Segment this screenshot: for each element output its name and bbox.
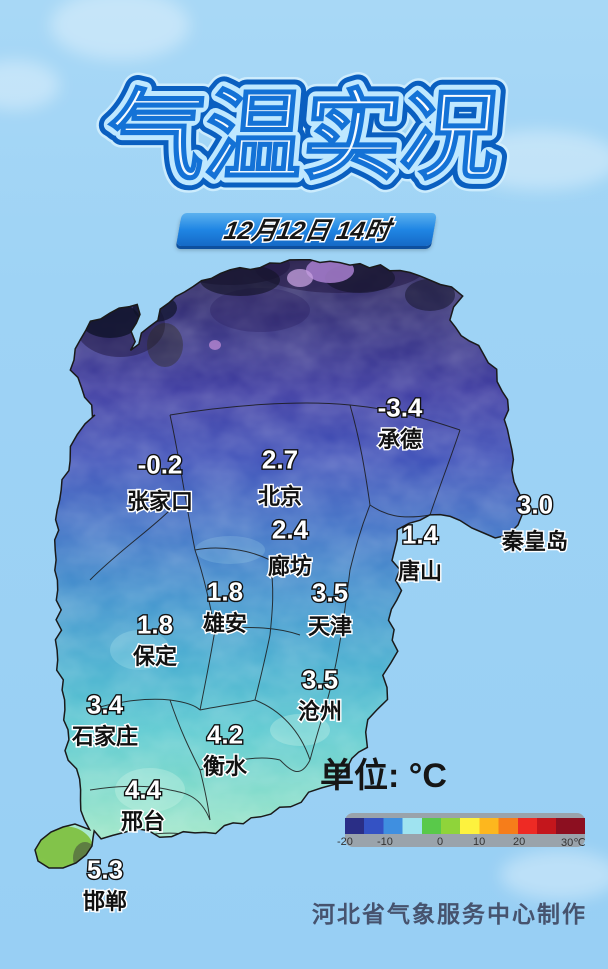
svg-text:气温实况: 气温实况 <box>103 81 505 191</box>
